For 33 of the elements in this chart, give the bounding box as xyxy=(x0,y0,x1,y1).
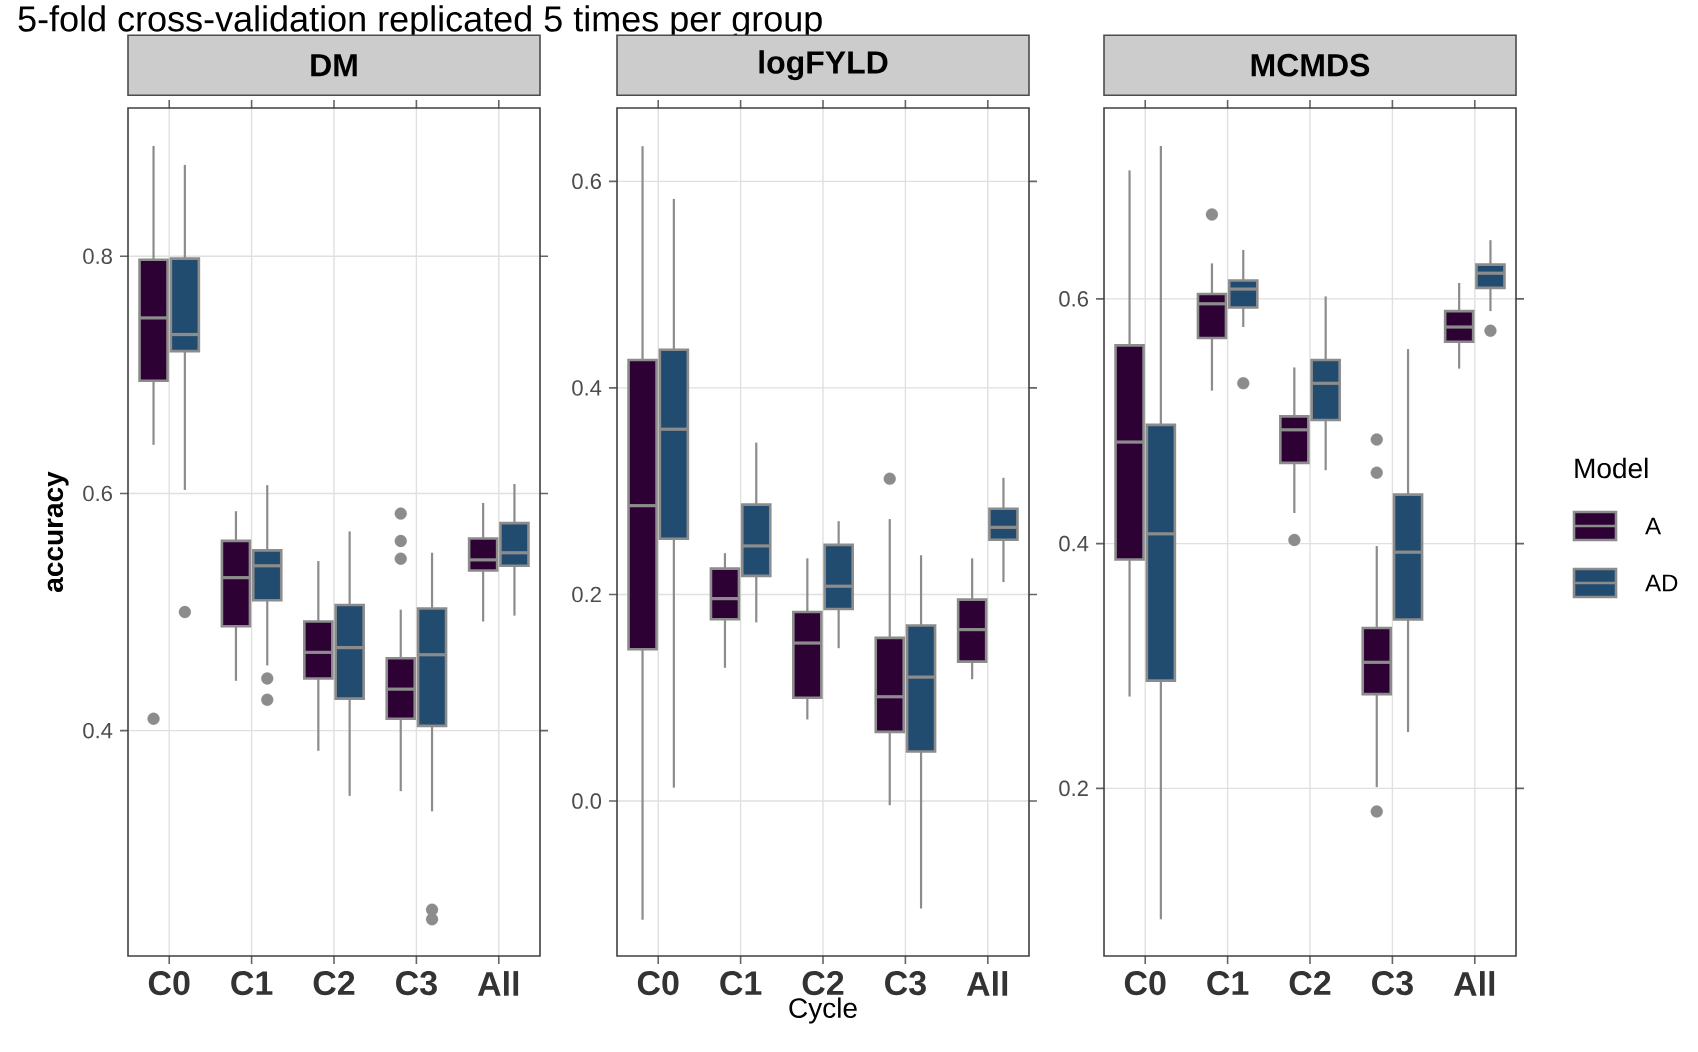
x-tick-label: C0 xyxy=(148,971,190,996)
x-tick-label: C2 xyxy=(802,971,844,996)
y-tick-label: 0.2 xyxy=(572,586,601,603)
y-tick-label: 0.4 xyxy=(1059,535,1089,552)
y-tick-label: 0.6 xyxy=(572,173,601,190)
y-tick-label: 0.0 xyxy=(572,793,602,809)
x-tick-label: C0 xyxy=(637,971,679,996)
x-tick-label: All xyxy=(1453,971,1495,996)
chart-title: DM xyxy=(311,54,357,77)
y-tick-label: 0.6 xyxy=(1059,291,1088,307)
chart-title: MCMDS xyxy=(1251,53,1370,77)
chart-title: logFYLD xyxy=(759,50,888,81)
y-tick-label: 0.2 xyxy=(1059,780,1088,797)
y-tick-label: 0.4 xyxy=(83,722,113,739)
y-tick-label: 0.8 xyxy=(83,248,112,265)
legend-title: Model xyxy=(1575,457,1648,479)
x-axis-title: Cycle xyxy=(789,997,857,1024)
x-tick-label: C2 xyxy=(1289,971,1331,996)
y-axis-title: accuracy xyxy=(47,471,69,592)
y-tick-label: 0.4 xyxy=(572,380,602,396)
x-tick-label: All xyxy=(477,971,519,996)
legend-label: A xyxy=(1645,517,1662,535)
x-tick-label: C0 xyxy=(1124,971,1166,996)
y-tick-label: 0.6 xyxy=(83,485,112,502)
legend-label: AD xyxy=(1645,574,1678,592)
x-tick-label: C1 xyxy=(1207,971,1249,996)
x-tick-label: C3 xyxy=(1372,971,1413,996)
x-tick-label: C3 xyxy=(396,971,437,996)
x-tick-label: All xyxy=(966,971,1008,996)
x-tick-label: C2 xyxy=(313,971,355,996)
x-tick-label: C1 xyxy=(720,971,762,996)
x-tick-label: C3 xyxy=(885,971,926,996)
x-tick-label: C1 xyxy=(231,971,273,996)
